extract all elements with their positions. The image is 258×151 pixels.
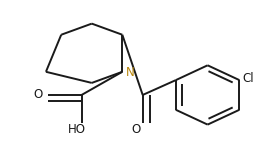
Text: Cl: Cl: [242, 72, 254, 85]
Text: HO: HO: [68, 123, 85, 136]
Text: O: O: [132, 123, 141, 136]
Text: O: O: [34, 88, 43, 101]
Text: N: N: [126, 66, 135, 79]
